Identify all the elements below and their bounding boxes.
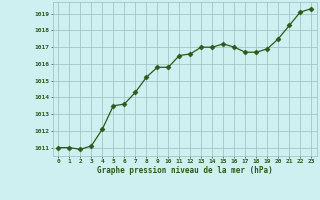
X-axis label: Graphe pression niveau de la mer (hPa): Graphe pression niveau de la mer (hPa) [97, 166, 273, 175]
